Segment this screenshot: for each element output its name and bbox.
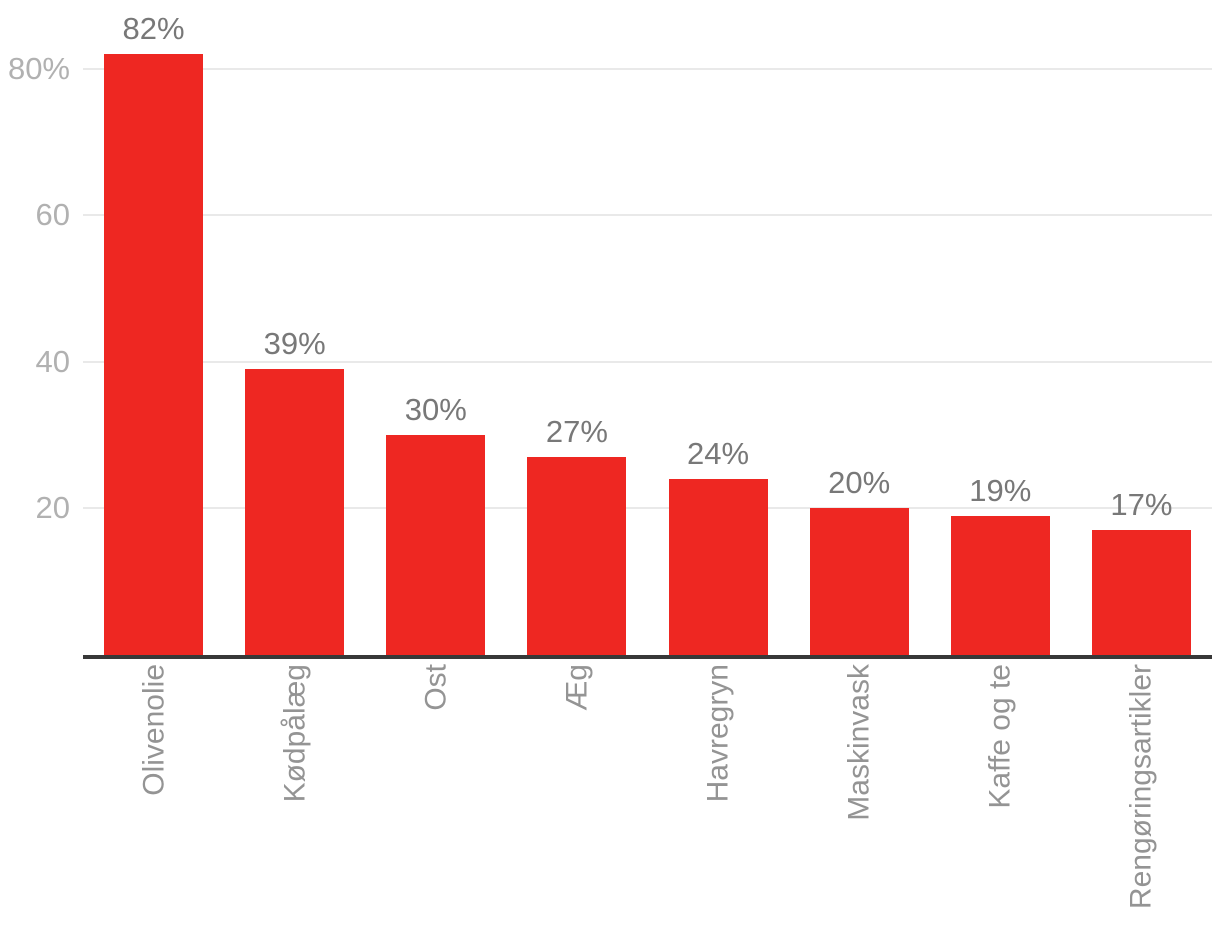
x-axis-line [83, 655, 1212, 659]
bar-value-label: 27% [545, 414, 608, 450]
gridline [83, 67, 1212, 70]
x-axis-category-label: Kaffe og te [983, 664, 1017, 809]
bar [245, 369, 345, 655]
bar-value-label: 39% [263, 326, 326, 362]
bar-value-label: 20% [828, 465, 891, 501]
x-axis-category-label: Olivenolie [137, 664, 171, 796]
bar [950, 515, 1050, 655]
y-axis-tick-label: 20 [35, 490, 70, 526]
y-axis-tick-label: 40 [35, 343, 70, 379]
bar-value-label: 19% [969, 472, 1032, 508]
gridline [83, 507, 1212, 510]
bar-value-label: 30% [404, 392, 467, 428]
bar [668, 479, 768, 655]
bar [104, 53, 204, 655]
bar [1091, 530, 1191, 655]
y-axis-tick-label: 80% [7, 50, 70, 86]
x-axis-category-label: Kødpålæg [278, 664, 312, 803]
x-axis-category-label: Maskinvask [842, 664, 876, 821]
bar [527, 457, 627, 655]
y-axis-tick-label: 60 [35, 197, 70, 233]
x-axis-category-label: Æg [560, 664, 594, 711]
x-axis-category-label: Ost [419, 664, 453, 711]
bar [809, 508, 909, 655]
bar [386, 435, 486, 655]
x-axis-category-label: Havregryn [701, 664, 735, 803]
bar-value-label: 82% [122, 10, 185, 46]
x-axis-category-label: Rengøringsartikler [1124, 664, 1158, 910]
gridline [83, 214, 1212, 217]
gridline [83, 360, 1212, 363]
bar-value-label: 24% [687, 436, 750, 472]
bar-value-label: 17% [1110, 487, 1173, 523]
